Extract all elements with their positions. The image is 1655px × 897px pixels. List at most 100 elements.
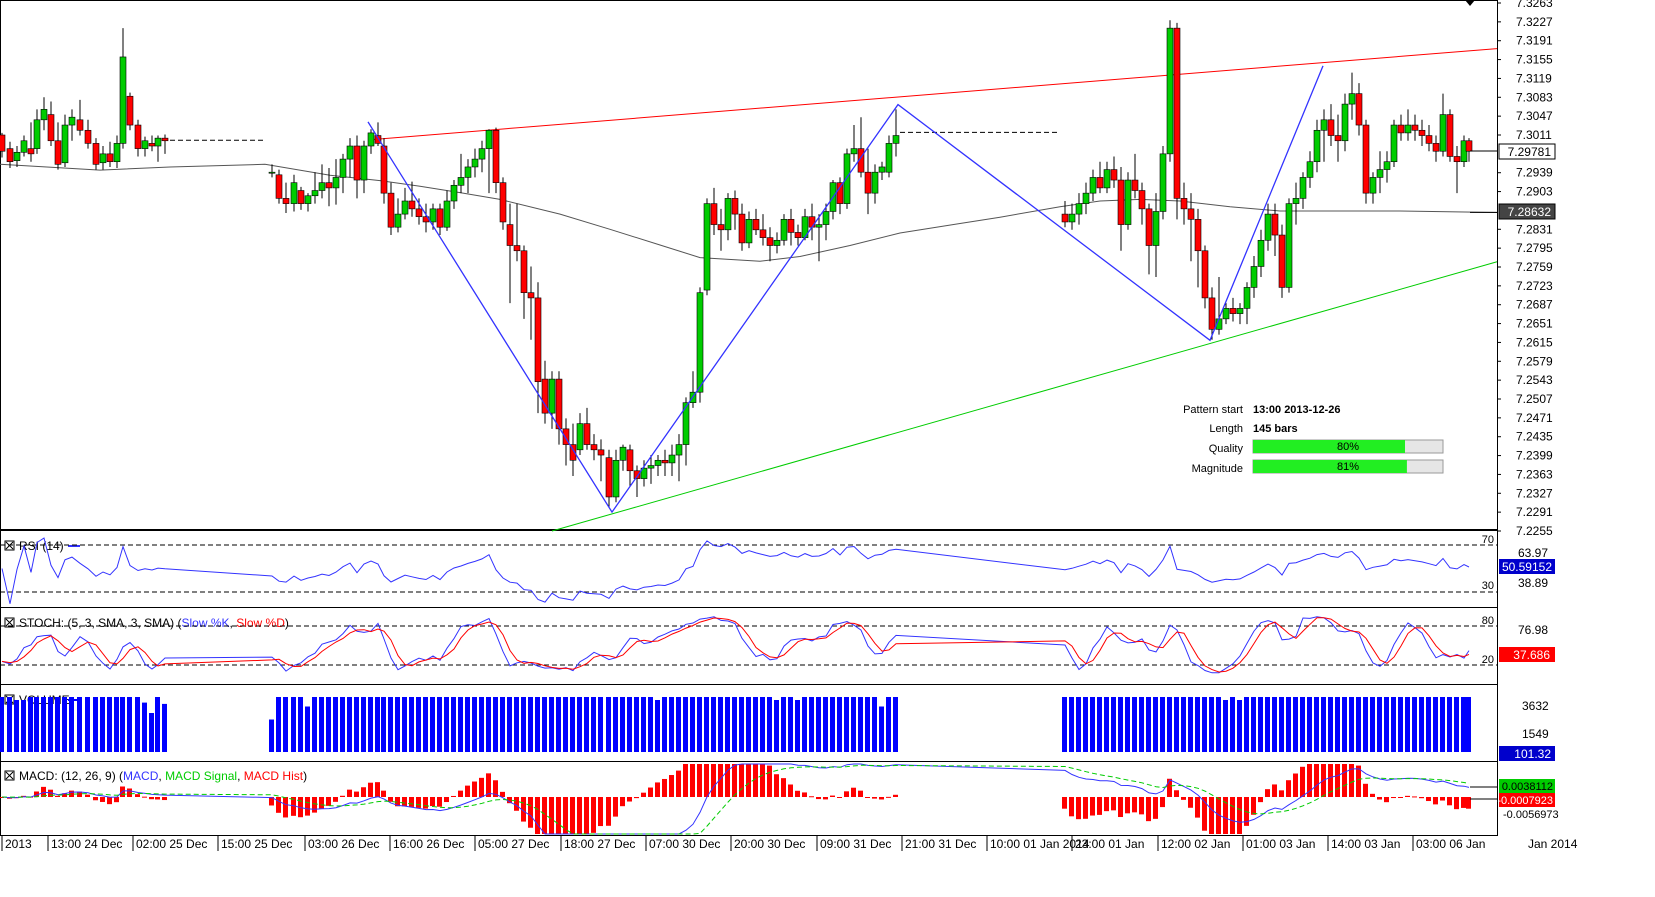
candle bbox=[717, 208, 725, 251]
candle bbox=[815, 214, 823, 262]
volume-bar bbox=[1223, 700, 1228, 752]
macd-hist-bar bbox=[1146, 797, 1151, 822]
candle bbox=[394, 198, 402, 233]
macd-hist-bar bbox=[430, 797, 435, 807]
macd-hist-bar bbox=[114, 797, 119, 803]
candle-body bbox=[703, 203, 711, 291]
macd-hist-bar bbox=[788, 784, 793, 797]
volume-bar bbox=[62, 697, 67, 752]
volume-bar bbox=[1069, 697, 1074, 752]
macd-hist-bar bbox=[1174, 790, 1179, 797]
candle-body bbox=[871, 171, 879, 194]
macd-hist-bar bbox=[851, 787, 856, 797]
candle bbox=[773, 232, 781, 254]
macd-hist-bar bbox=[1202, 797, 1207, 831]
volume-lower-label: 1549 bbox=[1522, 727, 1549, 741]
candle bbox=[13, 146, 21, 167]
candle-body bbox=[633, 470, 641, 479]
macd-hist-bar bbox=[591, 797, 596, 833]
macd-hist-bar bbox=[753, 764, 758, 797]
candle-body bbox=[99, 153, 107, 164]
volume-bar bbox=[444, 697, 449, 752]
macd-hist-bar bbox=[1440, 797, 1445, 801]
volume-bar bbox=[402, 697, 407, 752]
candle-body bbox=[773, 239, 781, 246]
candle bbox=[436, 203, 444, 236]
macd-hist-bar bbox=[1076, 797, 1081, 820]
macd-hist-bar bbox=[718, 764, 723, 797]
candle bbox=[1306, 151, 1314, 188]
macd-hist-bar bbox=[697, 764, 702, 797]
price-tick-label: 7.2399 bbox=[1516, 449, 1553, 463]
candle bbox=[1159, 146, 1167, 220]
volume-bar bbox=[1083, 697, 1088, 752]
volume-bar bbox=[1118, 697, 1123, 752]
candle-body bbox=[647, 465, 655, 469]
candle-body bbox=[780, 219, 788, 241]
candle-body bbox=[738, 213, 746, 244]
macd-hist-bar bbox=[361, 787, 366, 797]
volume-bar bbox=[375, 697, 380, 752]
volume-bar bbox=[1335, 697, 1340, 752]
volume-bar bbox=[528, 697, 533, 752]
candle-body bbox=[766, 237, 774, 246]
candle bbox=[1320, 109, 1328, 162]
candle-body bbox=[857, 148, 865, 173]
volume-bar bbox=[28, 697, 33, 752]
candle-body bbox=[1362, 124, 1370, 194]
time-tick-label: 20:00 30 Dec bbox=[734, 837, 805, 851]
candle-body bbox=[836, 182, 844, 204]
time-tick-label: 21:00 31 Dec bbox=[905, 837, 976, 851]
macd-hist-bar bbox=[444, 797, 449, 803]
macd-hist-bar bbox=[291, 797, 296, 816]
candle-body bbox=[54, 140, 62, 165]
candle-body bbox=[1348, 93, 1356, 105]
time-tick-label: 01:00 03 Jan bbox=[1246, 837, 1315, 851]
volume-bar bbox=[319, 697, 324, 752]
candle bbox=[1418, 119, 1426, 146]
candle bbox=[464, 159, 472, 194]
macd-hist-bar bbox=[1062, 797, 1067, 809]
candle bbox=[626, 444, 634, 487]
volume-bar bbox=[486, 697, 491, 752]
candle bbox=[33, 109, 41, 154]
scroll-down-icon[interactable] bbox=[1465, 0, 1475, 6]
candle bbox=[1187, 193, 1195, 262]
stoch-d-line bbox=[1, 617, 1470, 673]
macd-hist-bar bbox=[823, 797, 828, 800]
candle bbox=[1299, 172, 1307, 209]
candle-body bbox=[485, 129, 493, 149]
candle-body bbox=[569, 444, 577, 461]
macd-hist-bar bbox=[549, 797, 554, 834]
candle-body bbox=[1299, 177, 1307, 199]
candle-body bbox=[1194, 219, 1202, 252]
candle-body bbox=[1068, 213, 1076, 223]
macd-hist-bar bbox=[55, 795, 60, 797]
macd-hist-bar bbox=[381, 790, 386, 797]
volume-bar bbox=[361, 697, 366, 752]
candle bbox=[1068, 203, 1076, 230]
candle bbox=[27, 122, 35, 162]
candle-body bbox=[492, 129, 500, 183]
macd-hist-bar bbox=[34, 791, 39, 797]
candle bbox=[675, 434, 683, 482]
candle bbox=[332, 159, 340, 205]
volume-bar bbox=[837, 697, 842, 752]
stoch-upper-label: 76.98 bbox=[1518, 623, 1548, 637]
candle bbox=[1103, 161, 1111, 194]
macd-hist-bar bbox=[1209, 797, 1214, 834]
candle-body bbox=[387, 192, 395, 228]
macd-hist-bar bbox=[1433, 797, 1438, 805]
candle-body bbox=[6, 148, 14, 163]
candle bbox=[1383, 151, 1391, 183]
macd-hist-bar bbox=[1466, 797, 1471, 809]
candle bbox=[1075, 193, 1083, 225]
macd-hist-bar bbox=[493, 780, 498, 797]
macd-line bbox=[1, 763, 1470, 835]
candle bbox=[1348, 72, 1356, 120]
candle-body bbox=[332, 177, 340, 189]
candle bbox=[1285, 198, 1293, 293]
volume-bar bbox=[620, 697, 625, 752]
volume-bar bbox=[1391, 697, 1396, 752]
candle-body bbox=[68, 116, 76, 126]
